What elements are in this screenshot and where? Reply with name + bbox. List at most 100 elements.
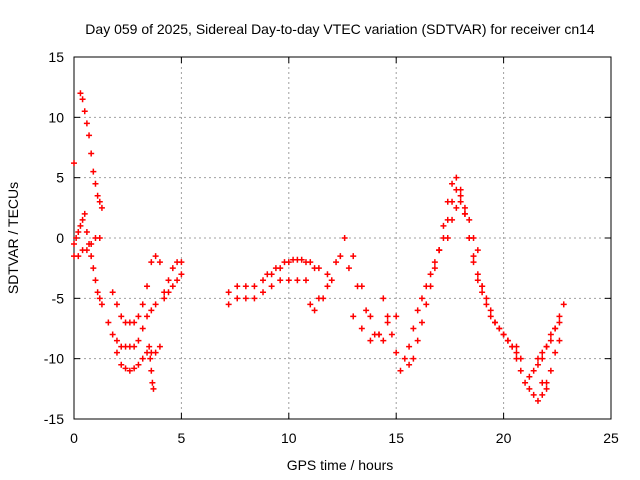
data-point <box>90 265 97 272</box>
series-sat-n-noonbump <box>311 253 387 344</box>
data-point <box>500 331 507 338</box>
data-point <box>126 367 133 374</box>
data-point <box>98 301 105 308</box>
data-point <box>225 301 232 308</box>
data-point <box>79 96 86 103</box>
data-point <box>431 265 438 272</box>
data-point <box>109 331 116 338</box>
series-sat-a-descending <box>77 90 105 211</box>
data-point <box>552 349 559 356</box>
data-point <box>113 349 120 356</box>
data-point <box>543 379 550 386</box>
series-sat-l-day <box>264 256 331 278</box>
data-point <box>144 283 151 290</box>
data-point <box>307 259 314 266</box>
data-point <box>453 204 460 211</box>
data-point <box>530 391 537 398</box>
data-point <box>88 253 95 260</box>
y-tick-label: -15 <box>44 411 64 427</box>
data-point <box>96 198 103 205</box>
data-point <box>294 277 301 284</box>
data-point <box>526 373 533 380</box>
series-outlier-0 <box>71 160 77 167</box>
data-point <box>152 349 159 356</box>
data-point <box>436 247 443 254</box>
data-point <box>444 235 451 241</box>
data-point <box>242 295 249 302</box>
data-point <box>380 295 387 302</box>
series-sat-aa-late <box>539 337 563 386</box>
data-point <box>81 210 88 217</box>
data-point <box>148 367 155 374</box>
data-point <box>363 307 370 314</box>
data-point <box>178 271 185 278</box>
data-point <box>242 283 249 290</box>
data-point <box>440 222 447 229</box>
axis-ticks: 0 5 10 15 20 25 -15 -10 -5 0 5 10 15 <box>44 49 619 446</box>
data-point <box>150 385 157 392</box>
x-axis-label: GPS time / hours <box>287 457 394 473</box>
data-point <box>131 365 138 372</box>
series-sat-v-decline <box>479 283 524 362</box>
data-point <box>83 247 90 254</box>
data-point <box>165 277 172 284</box>
series-sat-d-trough <box>109 253 163 326</box>
data-point <box>149 379 156 386</box>
data-point <box>367 337 374 344</box>
x-tick-label: 20 <box>496 430 512 446</box>
data-point <box>474 277 481 284</box>
series-sat-m-noonbump <box>307 235 383 338</box>
data-point <box>146 343 153 350</box>
data-point <box>526 385 533 392</box>
data-point <box>71 160 77 167</box>
data-point <box>98 204 105 211</box>
data-point <box>423 283 430 290</box>
data-point <box>539 349 546 356</box>
data-point <box>461 210 468 217</box>
series-sat-p-afternoon <box>380 295 404 374</box>
data-point <box>268 283 275 290</box>
data-point <box>77 90 84 97</box>
data-point <box>487 307 494 314</box>
y-tick-label: 10 <box>48 109 64 125</box>
series-sat-w-decline <box>483 301 520 350</box>
y-tick-label: 5 <box>56 170 64 186</box>
data-point <box>147 355 154 362</box>
data-point <box>530 367 537 374</box>
data-point <box>302 277 309 284</box>
data-point <box>470 253 477 260</box>
data-point <box>144 313 151 320</box>
data-point <box>152 301 159 308</box>
data-point <box>94 192 101 199</box>
data-point <box>75 253 82 260</box>
data-point <box>169 265 176 272</box>
data-point <box>94 289 101 296</box>
data-point <box>135 313 142 320</box>
data-point <box>79 216 86 223</box>
data-point <box>328 277 335 284</box>
data-point <box>418 319 425 326</box>
data-point <box>449 198 456 205</box>
data-point <box>234 295 241 302</box>
data-point <box>311 307 318 314</box>
grid-lines <box>74 57 611 419</box>
data-point <box>337 253 344 260</box>
data-point <box>522 379 529 386</box>
data-point <box>156 343 163 350</box>
data-point <box>81 108 88 115</box>
data-point <box>73 235 80 241</box>
data-point <box>388 331 395 338</box>
data-point <box>298 256 305 263</box>
series-sat-g-spike <box>146 343 157 392</box>
data-point <box>260 289 267 296</box>
data-point <box>92 180 99 187</box>
data-point <box>449 180 456 187</box>
series-sat-i-morning <box>161 271 185 302</box>
data-point <box>543 385 550 392</box>
data-point <box>534 397 541 404</box>
chart-title: Day 059 of 2025, Sidereal Day-to-day VTE… <box>85 21 595 37</box>
series-sat-r-dip <box>406 271 434 350</box>
data-point <box>135 337 142 344</box>
data-point <box>492 319 499 326</box>
